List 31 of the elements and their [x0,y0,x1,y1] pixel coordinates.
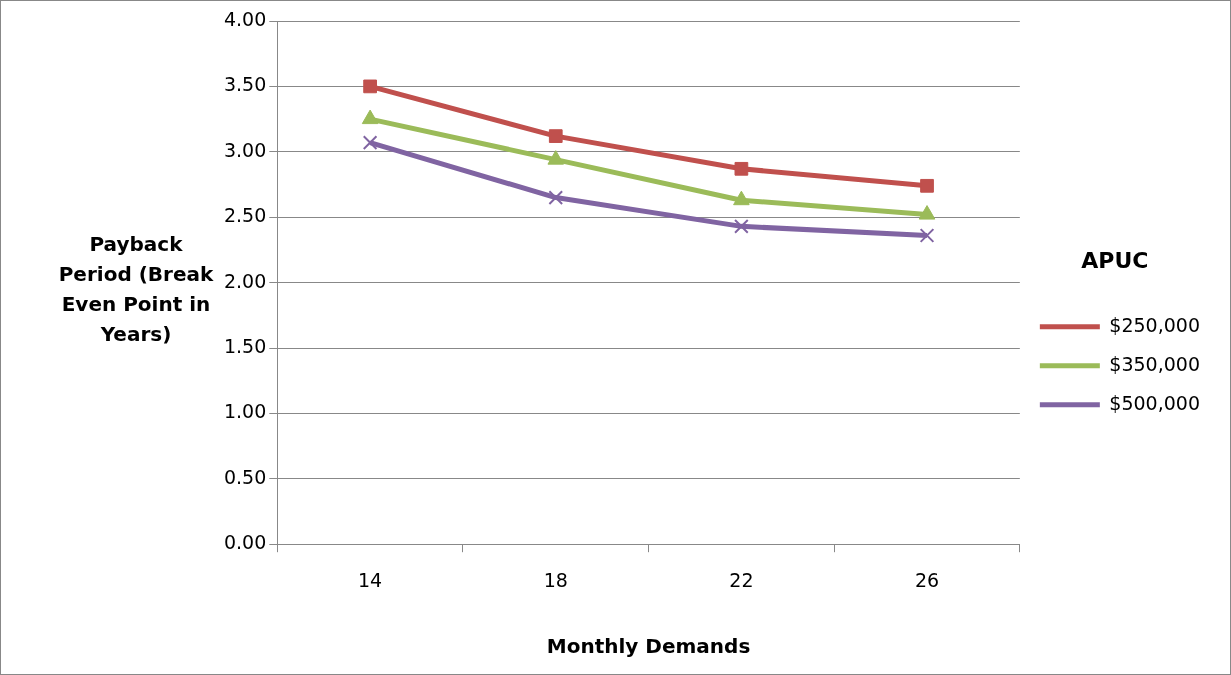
legend-label: $500,000 [1109,391,1201,414]
x-tick-label: 22 [729,568,754,591]
legend-label: $350,000 [1109,352,1201,375]
y-tick-label: 1.50 [223,334,267,357]
point [734,161,749,176]
point [547,150,565,165]
point [362,135,378,151]
point [548,190,564,205]
y-tick-label: 3.50 [223,73,267,96]
point [920,178,934,193]
y-axis-title: Payback Period (Break Even Point in Years) [57,231,215,348]
point [918,205,936,220]
point [734,218,749,234]
point [363,79,377,94]
x-tick-label: 18 [543,568,568,591]
point [733,190,750,206]
x-tick-label: 14 [358,568,383,591]
point [361,109,379,125]
point [548,129,563,143]
x-axis-title: Monthly Demands [546,634,751,659]
y-tick-label: 2.00 [223,269,267,292]
y-tick-label: 4.00 [223,7,267,30]
y-tick-label: 2.50 [223,204,267,227]
y-tick-label: 3.00 [223,138,267,161]
y-tick-label: 0.00 [223,531,267,554]
point [919,228,935,243]
y-tick-label: 1.00 [223,400,267,423]
y-tick-label: 0.50 [223,465,267,488]
legend-label: $250,000 [1109,313,1201,336]
x-tick-label: 26 [914,568,940,591]
legend-title: APUC [1081,247,1149,273]
